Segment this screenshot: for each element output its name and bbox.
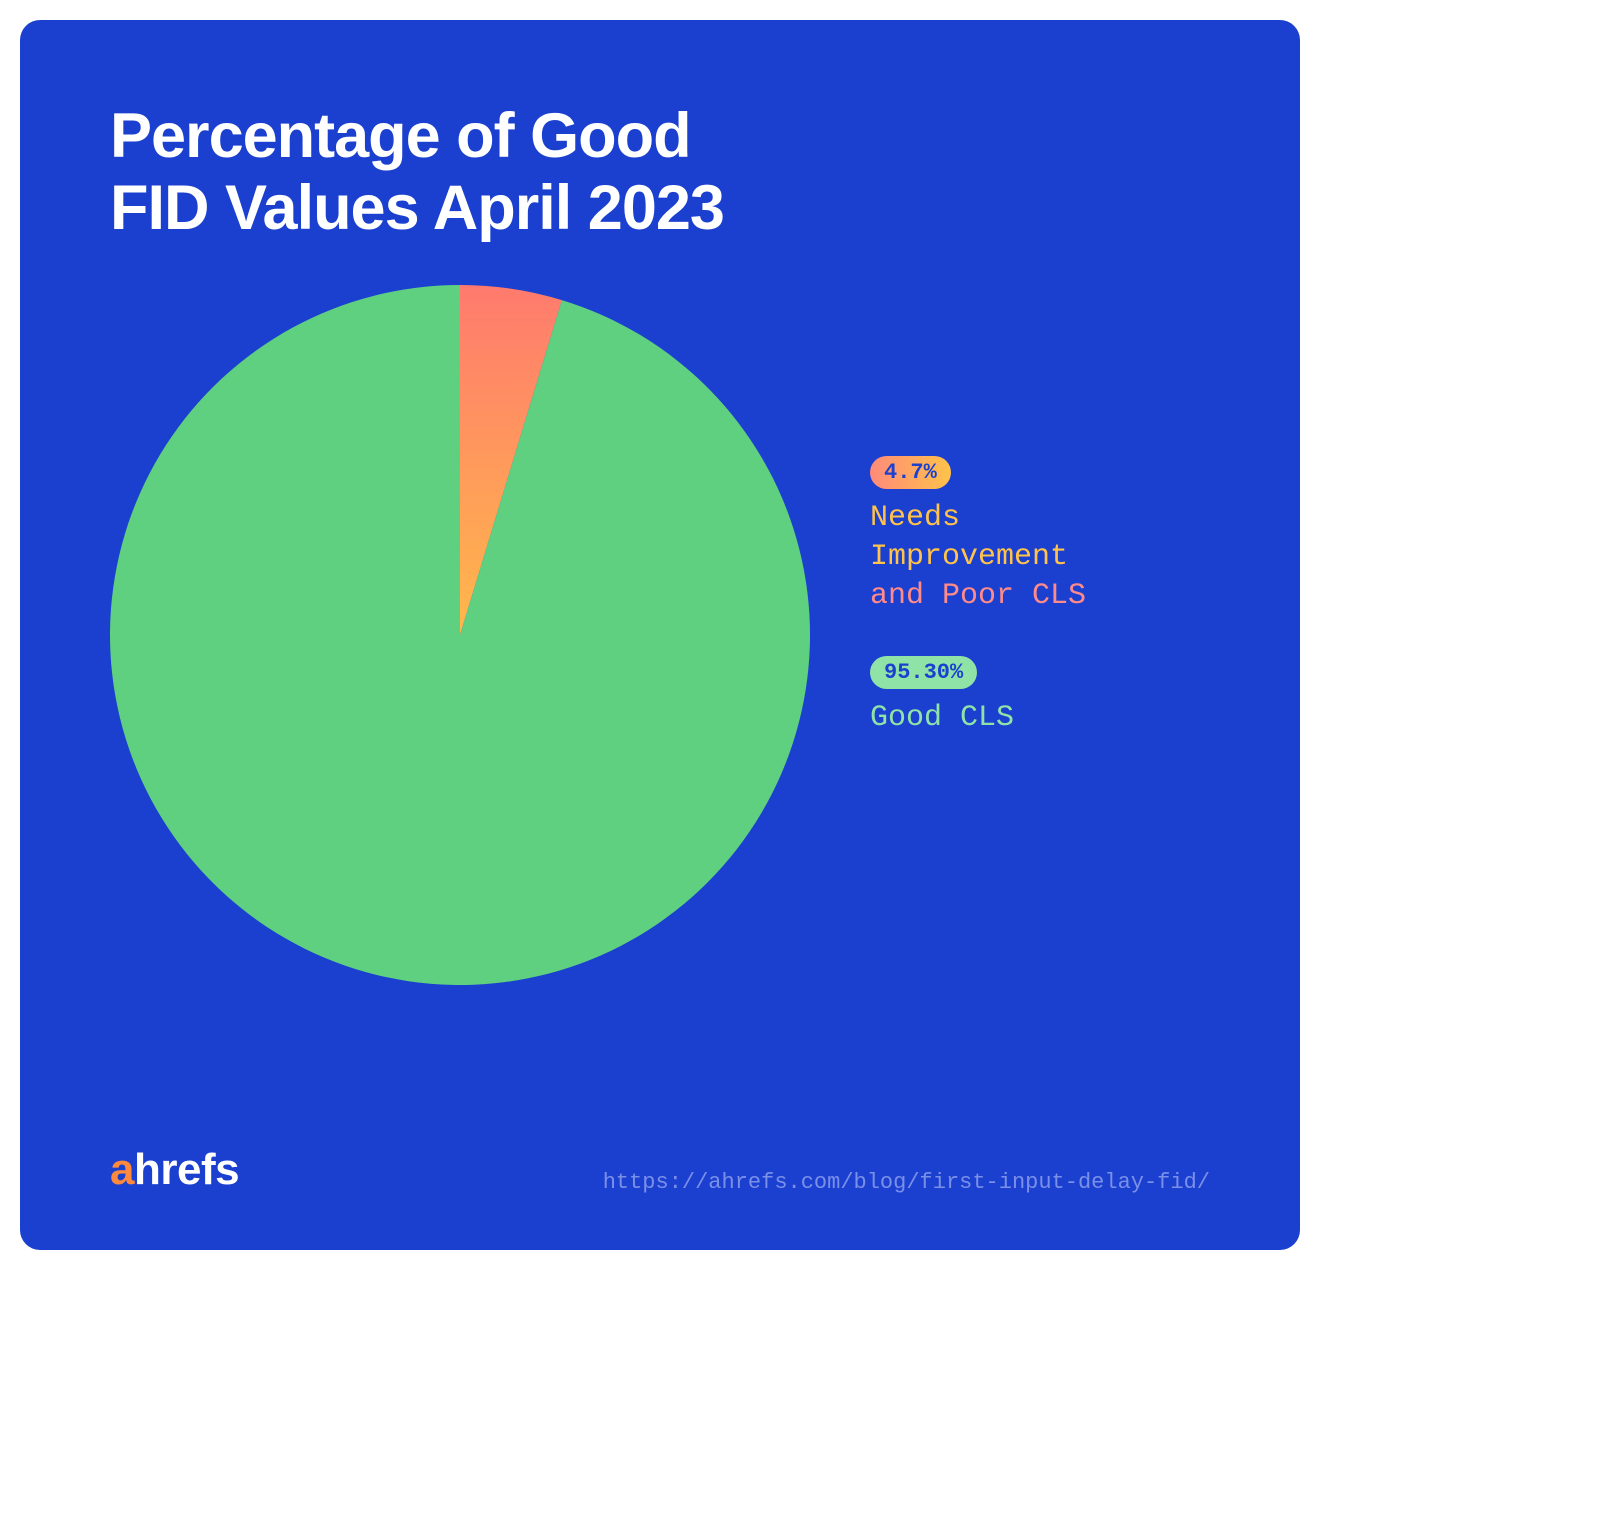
pie-svg	[110, 285, 810, 985]
legend-label-line: Good CLS	[870, 699, 1086, 738]
legend-label: NeedsImprovementand Poor CLS	[870, 499, 1086, 616]
legend-label-line: and Poor CLS	[870, 577, 1086, 616]
logo-letter-a: a	[110, 1145, 134, 1194]
logo-rest: hrefs	[134, 1145, 239, 1194]
pie-chart	[110, 285, 810, 990]
chart-content-row: 4.7% NeedsImprovementand Poor CLS 95.30% Go…	[110, 285, 1210, 990]
pie-slice	[110, 285, 810, 985]
ahrefs-logo: ahrefs	[110, 1145, 239, 1195]
legend-item: 95.30% Good CLS	[870, 656, 1086, 738]
legend-label: Good CLS	[870, 699, 1086, 738]
legend-pill: 95.30%	[870, 656, 977, 689]
infographic-card: Percentage of Good FID Values April 2023…	[20, 20, 1300, 1250]
card-footer: ahrefs https://ahrefs.com/blog/first-inp…	[110, 1145, 1210, 1195]
chart-title: Percentage of Good FID Values April 2023	[110, 100, 1210, 245]
title-line-2: FID Values April 2023	[110, 173, 724, 243]
title-line-1: Percentage of Good	[110, 101, 691, 171]
chart-legend: 4.7% NeedsImprovementand Poor CLS 95.30% Go…	[870, 456, 1086, 778]
legend-item: 4.7% NeedsImprovementand Poor CLS	[870, 456, 1086, 616]
legend-label-line: Needs	[870, 499, 1086, 538]
source-url: https://ahrefs.com/blog/first-input-dela…	[603, 1170, 1210, 1195]
legend-pill: 4.7%	[870, 456, 951, 489]
legend-label-line: Improvement	[870, 538, 1086, 577]
